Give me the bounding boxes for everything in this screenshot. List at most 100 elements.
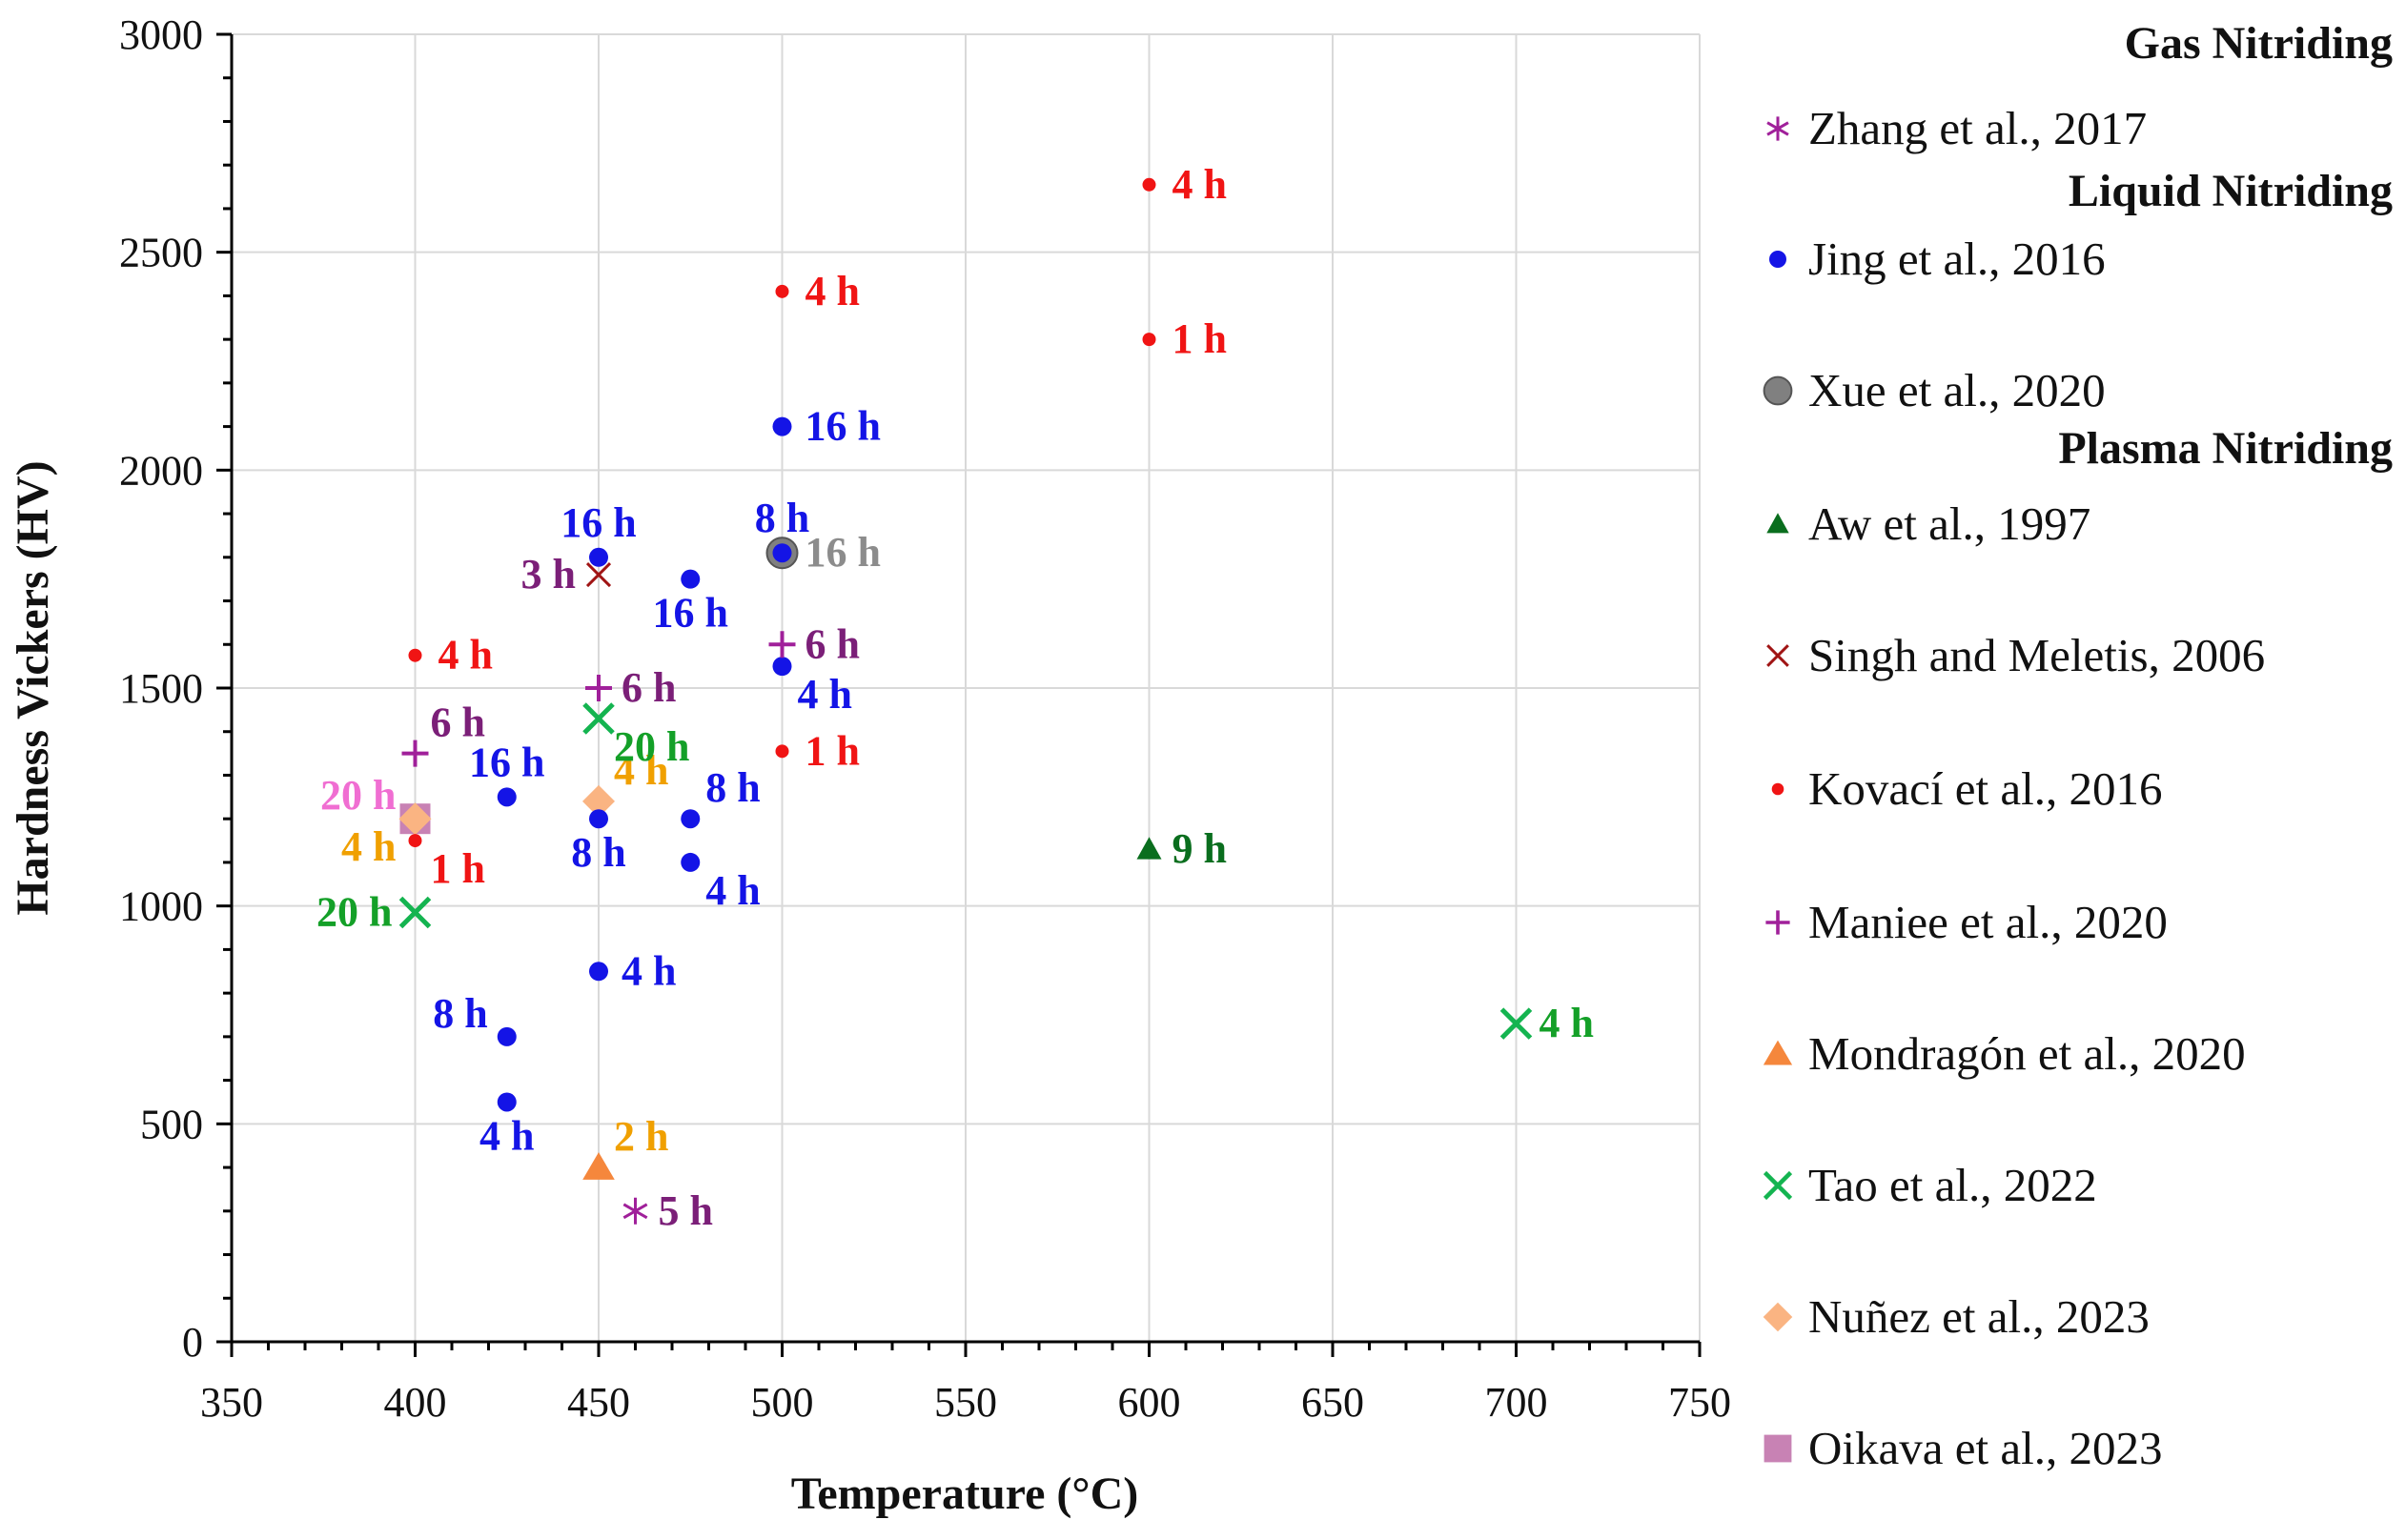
marker-zhang-et-al-2017-0 (622, 1197, 648, 1225)
marker-kovac-et-al-2016-2 (775, 744, 789, 759)
axis-ticks: 350 400 450 500 550 600 650 700 750 0 500 1000 1500 2… (119, 11, 1731, 1426)
point-label-maniee-et-al-2020-1: 6 h (622, 664, 676, 711)
point-label-kovac-et-al-2016-1: 4 h (438, 632, 493, 679)
legend-entry-tao-et-al-2022: Tao et al., 2022 (1763, 1159, 2097, 1211)
legend: Gas Nitriding Zhang et al., 2017 Liquid Ni… (1763, 18, 2393, 1474)
marker-jing-et-al-2016-10 (772, 543, 792, 563)
legend-label-maniee-et-al-2020: Maniee et al., 2020 (1808, 896, 2168, 948)
point-label-kovac-et-al-2016-2: 1 h (805, 727, 860, 774)
legend-marker-oikava-et-al-2023 (1764, 1434, 1792, 1463)
y-tick-label-2000: 2000 (119, 447, 203, 494)
legend-entry-jing-et-al-2016: Jing et al., 2016 (1769, 233, 2106, 285)
legend-marker-tao-et-al-2022 (1763, 1170, 1793, 1201)
legend-label-tao-et-al-2022: Tao et al., 2022 (1808, 1159, 2097, 1211)
legend-entry-oikava-et-al-2023: Oikava et al., 2023 (1764, 1422, 2162, 1474)
legend-marker-nu-ez-et-al-2023 (1763, 1302, 1793, 1332)
x-tick-label-350: 350 (200, 1379, 263, 1426)
point-label-kovac-et-al-2016-5: 4 h (1172, 161, 1227, 208)
x-tick-label-650: 650 (1301, 1379, 1364, 1426)
y-tick-label-3000: 3000 (119, 11, 203, 58)
marker-nu-ez-et-al-2023-0 (398, 802, 432, 836)
marker-jing-et-al-2016-0 (497, 1092, 517, 1112)
marker-kovac-et-al-2016-4 (1142, 333, 1156, 347)
marker-jing-et-al-2016-3 (589, 962, 608, 982)
marker-jing-et-al-2016-8 (681, 569, 701, 589)
point-label-maniee-et-al-2020-2: 6 h (805, 620, 860, 667)
legend-marker-mondrag-n-et-al-2020 (1763, 1040, 1793, 1065)
point-label-zhang-et-al-2017-0: 5 h (659, 1187, 713, 1234)
marker-jing-et-al-2016-4 (589, 809, 608, 829)
legend-label-singh-and-meletis-2006: Singh and Meletis, 2006 (1808, 629, 2265, 681)
marker-jing-et-al-2016-6 (681, 852, 701, 872)
marker-jing-et-al-2016-9 (772, 657, 792, 677)
point-label-xue-et-al-2020-0: 16 h (805, 529, 881, 576)
point-label-tao-et-al-2022-2: 4 h (1539, 1000, 1594, 1046)
point-label-aw-et-al-1997-0: 9 h (1172, 825, 1227, 872)
marker-jing-et-al-2016-11 (772, 416, 792, 436)
legend-label-mondrag-n-et-al-2020: Mondragón et al., 2020 (1808, 1027, 2246, 1080)
legend-marker-aw-et-al-1997 (1766, 513, 1789, 534)
marker-kovac-et-al-2016-5 (1142, 177, 1156, 192)
y-tick-label-2500: 2500 (119, 230, 203, 276)
legend-label-nu-ez-et-al-2023: Nuñez et al., 2023 (1808, 1290, 2150, 1343)
legend-label-xue-et-al-2020: Xue et al., 2020 (1808, 364, 2106, 416)
legend-marker-maniee-et-al-2020 (1765, 910, 1790, 935)
legend-marker-kovac-et-al-2016 (1771, 782, 1784, 796)
legend-label-jing-et-al-2016: Jing et al., 2016 (1808, 233, 2106, 285)
marker-kovac-et-al-2016-0 (408, 834, 422, 848)
legend-label-oikava-et-al-2023: Oikava et al., 2023 (1808, 1422, 2162, 1474)
y-tick-label-500: 500 (140, 1101, 203, 1147)
x-tick-label-400: 400 (384, 1379, 447, 1426)
point-label-jing-et-al-2016-0: 4 h (479, 1112, 534, 1159)
point-label-jing-et-al-2016-4: 8 h (571, 829, 625, 876)
marker-maniee-et-al-2020-2 (768, 631, 796, 659)
x-tick-label-550: 550 (934, 1379, 997, 1426)
marker-maniee-et-al-2020-0 (401, 740, 429, 767)
point-label-jing-et-al-2016-7: 8 h (705, 764, 760, 811)
point-label-singh-and-meletis-2006-0: 3 h (521, 551, 576, 598)
marker-nu-ez-et-al-2023-1 (582, 784, 615, 818)
point-label-kovac-et-al-2016-3: 4 h (805, 268, 860, 314)
marker-jing-et-al-2016-1 (497, 1026, 517, 1046)
point-label-jing-et-al-2016-3: 4 h (622, 947, 676, 994)
legend-entry-maniee-et-al-2020: Maniee et al., 2020 (1765, 896, 2168, 948)
legend-entry-mondrag-n-et-al-2020: Mondragón et al., 2020 (1763, 1027, 2246, 1080)
marker-maniee-et-al-2020-1 (585, 675, 612, 701)
x-tick-label-750: 750 (1668, 1379, 1731, 1426)
point-label-kovac-et-al-2016-4: 1 h (1172, 315, 1227, 362)
y-tick-label-1500: 1500 (119, 665, 203, 712)
legend-group-title: Plasma Nitriding (2058, 423, 2393, 474)
legend-marker-xue-et-al-2020 (1763, 375, 1793, 406)
point-label-kovac-et-al-2016-0: 1 h (431, 845, 485, 892)
legend-label-kovac-et-al-2016: Kovací et al., 2016 (1808, 762, 2162, 815)
point-label-jing-et-al-2016-11: 16 h (805, 403, 881, 450)
y-axis-title: Hardness Vickers (HV) (8, 460, 58, 915)
legend-marker-zhang-et-al-2017 (1766, 116, 1789, 141)
point-label-mondrag-n-et-al-2020-0: 2 h (614, 1113, 668, 1160)
marker-jing-et-al-2016-2 (497, 787, 517, 807)
marker-singh-and-meletis-2006-0 (585, 562, 612, 588)
point-label-jing-et-al-2016-10: 8 h (755, 495, 809, 541)
point-label-tao-et-al-2022-1: 20 h (614, 723, 689, 770)
marker-jing-et-al-2016-7 (681, 809, 701, 829)
data-markers (398, 177, 1533, 1225)
legend-label-aw-et-al-1997: Aw et al., 1997 (1808, 497, 2090, 550)
legend-entry-singh-and-meletis-2006: Singh and Meletis, 2006 (1766, 629, 2265, 681)
legend-group-title: Gas Nitriding (2125, 18, 2393, 69)
marker-tao-et-al-2022-1 (582, 702, 615, 735)
point-label-tao-et-al-2022-0: 20 h (316, 889, 392, 936)
x-tick-label-500: 500 (751, 1379, 814, 1426)
point-label-nu-ez-et-al-2023-1: 4 h (614, 747, 668, 794)
marker-aw-et-al-1997-0 (1136, 837, 1162, 860)
grid-lines (232, 33, 1701, 1342)
legend-entry-kovac-et-al-2016: Kovací et al., 2016 (1771, 762, 2162, 815)
x-tick-label-450: 450 (567, 1379, 630, 1426)
legend-marker-singh-and-meletis-2006 (1766, 644, 1789, 667)
legend-entry-zhang-et-al-2017: Zhang et al., 2017 (1766, 102, 2147, 154)
point-label-nu-ez-et-al-2023-0: 4 h (341, 823, 396, 870)
point-label-jing-et-al-2016-6: 4 h (705, 867, 760, 914)
legend-label-zhang-et-al-2017: Zhang et al., 2017 (1808, 102, 2147, 154)
marker-kovac-et-al-2016-3 (775, 284, 789, 298)
y-tick-label-1000: 1000 (119, 883, 203, 930)
